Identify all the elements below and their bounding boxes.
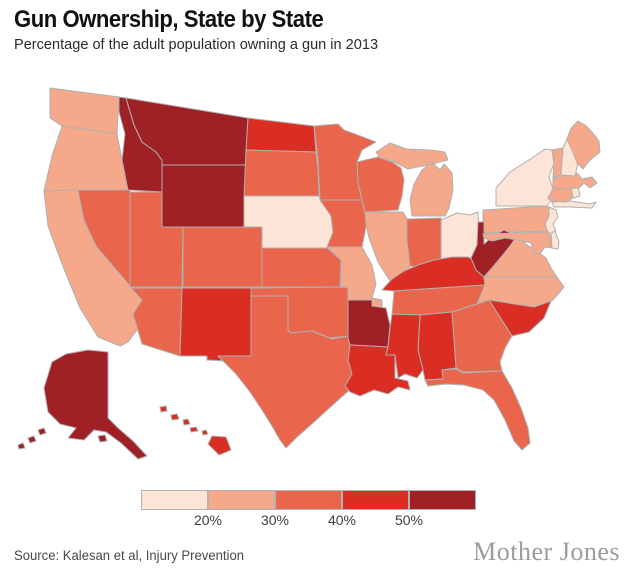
state-me xyxy=(566,120,601,170)
legend-swatch xyxy=(275,490,342,510)
state-mi xyxy=(375,142,454,217)
state-wy xyxy=(161,164,247,228)
state-tx xyxy=(217,295,365,449)
legend-tick-label: 30% xyxy=(260,512,290,528)
state-nj xyxy=(544,206,559,237)
state-nm xyxy=(179,287,252,362)
state-hi xyxy=(159,405,232,456)
state-ks xyxy=(261,247,342,288)
page-subtitle: Percentage of the adult population ownin… xyxy=(14,36,379,53)
state-de xyxy=(550,230,560,250)
state-ak xyxy=(17,349,148,460)
legend: 20% 30% 40% 50% xyxy=(141,490,476,530)
legend-tick-label: 50% xyxy=(394,512,424,528)
state-mn xyxy=(313,123,377,201)
state-ar xyxy=(347,299,391,348)
legend-tick-label: 20% xyxy=(193,512,223,528)
state-or xyxy=(43,125,129,192)
state-fl xyxy=(424,368,531,451)
page-title: Gun Ownership, State by State xyxy=(14,6,324,33)
state-co xyxy=(182,226,263,288)
state-wa xyxy=(49,87,120,135)
legend-swatches xyxy=(141,490,476,510)
state-ny xyxy=(495,148,597,209)
legend-tick-label: 40% xyxy=(327,512,357,528)
legend-ticks: 20% 30% 40% 50% xyxy=(141,512,476,530)
source-note: Source: Kalesan et al, Injury Prevention xyxy=(14,548,245,563)
state-ms xyxy=(385,313,424,379)
state-ga xyxy=(451,299,513,373)
states-layer xyxy=(17,87,601,460)
state-wi xyxy=(356,156,405,213)
legend-swatch xyxy=(342,490,409,510)
brand-logo: Mother Jones xyxy=(473,537,620,566)
legend-swatch xyxy=(208,490,275,510)
state-vt xyxy=(551,147,564,178)
legend-swatch xyxy=(141,490,208,510)
state-sd xyxy=(243,149,320,197)
legend-swatch xyxy=(409,490,476,510)
state-ma xyxy=(552,172,598,190)
state-nd xyxy=(245,117,317,153)
state-pa xyxy=(482,205,554,234)
